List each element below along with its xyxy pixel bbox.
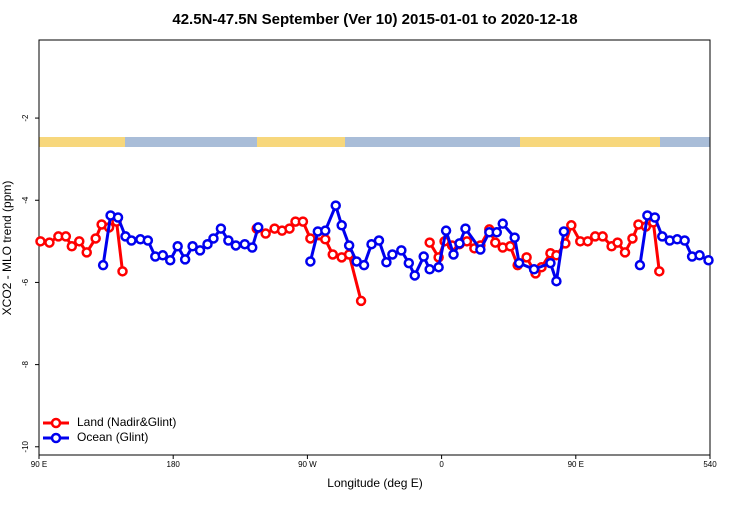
x-tick-label: 0 [439,460,444,469]
x-tick-label: 180 [167,460,181,469]
data-point [694,250,705,261]
data-point [528,264,540,275]
data-point [142,235,154,246]
data-point [545,257,556,269]
data-point [582,236,593,247]
surface-band [39,137,710,147]
data-point [558,226,570,237]
data-point [164,254,176,266]
data-point [597,231,608,242]
data-point [336,220,347,231]
data-point [460,223,471,234]
data-point [619,247,631,258]
data-point [179,254,191,265]
data-point [330,200,341,211]
data-point [320,225,331,236]
data-point [215,223,227,234]
data-point [284,223,295,234]
data-point [194,245,206,256]
data-point [97,259,109,271]
data-point [433,261,444,273]
data-point [381,257,392,268]
data-point [657,231,668,242]
data-point [343,240,355,251]
data-point [497,218,508,229]
data-point [491,227,503,238]
data-point [74,236,85,247]
data-point [703,254,714,266]
data-point [260,228,271,239]
data-point [454,238,465,249]
y-tick-label: -4 [21,196,30,204]
legend-marker [50,417,62,429]
data-point [403,257,415,269]
data-point [157,250,169,261]
data-point [566,220,577,231]
data-point [440,225,452,236]
data-point [490,237,501,248]
data-point [409,270,421,281]
x-tick-label: 90 E [568,460,584,469]
y-axis-label: XCO2 - MLO trend (ppm) [0,181,14,316]
data-point [654,266,665,277]
data-point [475,244,486,255]
data-point [418,251,429,262]
data-point [172,241,183,252]
data-point [504,241,516,252]
data-point [521,252,532,263]
data-point [305,256,316,267]
data-point [230,240,242,251]
data-point [513,257,525,269]
data-point [509,232,520,243]
data-point [387,249,398,260]
data-point [358,259,370,271]
plot-frame [38,39,711,456]
data-point [117,266,128,277]
data-point [126,235,137,246]
data-point [66,241,78,252]
legend-label: Land (Nadir&Glint) [77,415,176,429]
y-tick-label: -8 [21,361,30,369]
x-tick-label: 90 E [31,460,47,469]
data-point [327,249,338,260]
data-point [246,242,258,253]
data-point [373,235,385,246]
data-point [396,245,407,256]
data-point [208,233,219,244]
data-point [305,233,316,244]
x-tick-label: 90 W [298,460,317,469]
chart-title: 42.5N-47.5N September (Ver 10) 2015-01-0… [172,11,577,28]
data-point [297,216,309,227]
data-point [355,295,367,307]
data-point [320,234,331,245]
data-point [187,241,198,252]
x-tick-label: 540 [703,460,717,469]
data-point [252,222,264,233]
x-axis-label: Longitude (deg E) [327,476,422,490]
legend-marker [50,432,62,444]
data-point [634,259,646,271]
legend: Land (Nadir&Glint)Ocean (Glint) [43,415,176,444]
data-point [202,238,213,250]
data-point [612,237,623,248]
data-point [81,247,92,258]
data-point [44,237,55,248]
data-point [112,212,124,223]
data-point [448,249,459,260]
data-point [424,237,435,248]
data-point [223,235,234,246]
data-point [424,264,435,275]
y-tick-label: -6 [21,278,30,286]
data-point [551,275,562,287]
legend-label: Ocean (Glint) [77,430,148,444]
data-point [90,233,101,244]
data-point [35,236,46,247]
y-tick-label: -10 [21,440,30,452]
data-point [679,235,690,246]
data-point [627,233,638,244]
data-point [649,212,661,223]
data-point [60,231,72,242]
y-tick-label: -2 [21,114,30,122]
